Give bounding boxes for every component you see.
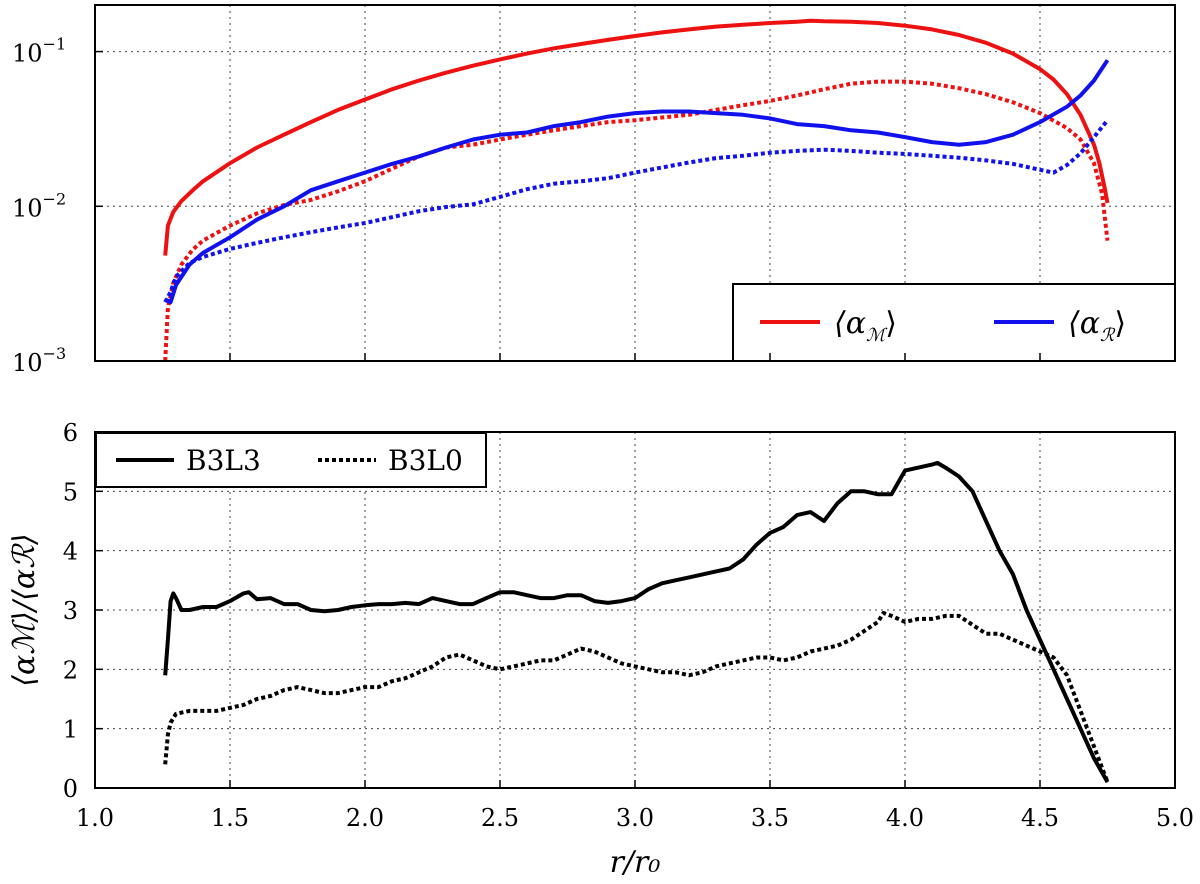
top-y-ticks: 10−3 10−2 10−1 xyxy=(12,35,103,377)
x-axis-label: r/r₀ xyxy=(610,845,661,880)
bottom-x-tick-label: 3.0 xyxy=(616,804,654,832)
bottom-x-tick-label: 5.0 xyxy=(1156,804,1194,832)
legend-label-alpha-m-main: ⟨α xyxy=(834,306,866,341)
bottom-x-tick-label: 4.5 xyxy=(1021,804,1059,832)
bottom-x-ticks: 1.0 1.5 2.0 2.5 3.0 3.5 4.0 4.5 5.0 xyxy=(76,353,1194,832)
top-series-line-0 xyxy=(163,18,1110,256)
legend-label-alpha-r: ⟨αℛ⟩ xyxy=(1068,306,1126,346)
bottom-y-tick-label: 5 xyxy=(63,478,78,506)
top-series-line-2 xyxy=(164,59,1110,305)
bottom-y-tick-label: 6 xyxy=(63,419,78,447)
top-legend: ⟨αℳ⟩ ⟨αℛ⟩ xyxy=(732,283,1176,362)
legend-label-b3l3: B3L3 xyxy=(186,444,261,477)
bottom-x-tick-label: 1.5 xyxy=(211,804,249,832)
bottom-series-line-1 xyxy=(163,611,1110,783)
bottom-x-tick-label: 2.0 xyxy=(346,804,384,832)
top-y-tick-label: 10−1 xyxy=(12,35,66,68)
legend-label-b3l0: B3L0 xyxy=(388,444,463,477)
y-axis-label: ⟨αℳ⟩/⟨αℛ⟩ xyxy=(7,533,42,686)
bottom-y-tick-label: 1 xyxy=(63,716,78,744)
bottom-panel: 0 1 2 3 4 5 6 1.0 1.5 2.0 2.5 3.0 3.5 4.0 4.5 5.0 B3L3… xyxy=(7,353,1194,880)
bottom-x-tick-label: 1.0 xyxy=(76,804,114,832)
bottom-x-tick-label: 3.5 xyxy=(751,804,789,832)
legend-label-alpha-m-close: ⟩ xyxy=(885,306,897,341)
bottom-y-tick-label: 0 xyxy=(63,775,78,803)
top-series-line-3 xyxy=(163,118,1110,304)
bottom-y-tick-label: 4 xyxy=(63,538,78,566)
bottom-x-tick-label: 4.0 xyxy=(886,804,924,832)
bottom-x-tick-label: 2.5 xyxy=(481,804,519,832)
top-series xyxy=(163,18,1110,362)
bottom-series xyxy=(163,460,1110,784)
legend-label-alpha-m-sub: ℳ xyxy=(866,325,888,346)
top-panel: 10−310−210−1 ⟨αℳ⟩ ⟨αℛ⟩ xyxy=(12,4,1176,377)
bottom-series-line-0 xyxy=(163,460,1110,784)
bottom-y-ticks: 0 1 2 3 4 5 6 xyxy=(63,419,103,803)
top-y-tick-label: 10−2 xyxy=(12,189,66,222)
bottom-legend: B3L3 B3L0 xyxy=(95,432,487,488)
legend-label-alpha-r-main: ⟨α xyxy=(1068,306,1100,341)
legend-label-alpha-r-sub: ℛ xyxy=(1100,325,1116,346)
bottom-grid xyxy=(95,432,1175,788)
legend-label-alpha-m: ⟨αℳ⟩ xyxy=(834,306,897,346)
top-y-tick-label: 10−3 xyxy=(12,344,66,377)
legend-label-alpha-r-close: ⟩ xyxy=(1114,306,1126,341)
top-series-line-1 xyxy=(163,79,1110,362)
bottom-y-tick-label: 3 xyxy=(63,597,78,625)
bottom-y-tick-label: 2 xyxy=(63,656,78,684)
